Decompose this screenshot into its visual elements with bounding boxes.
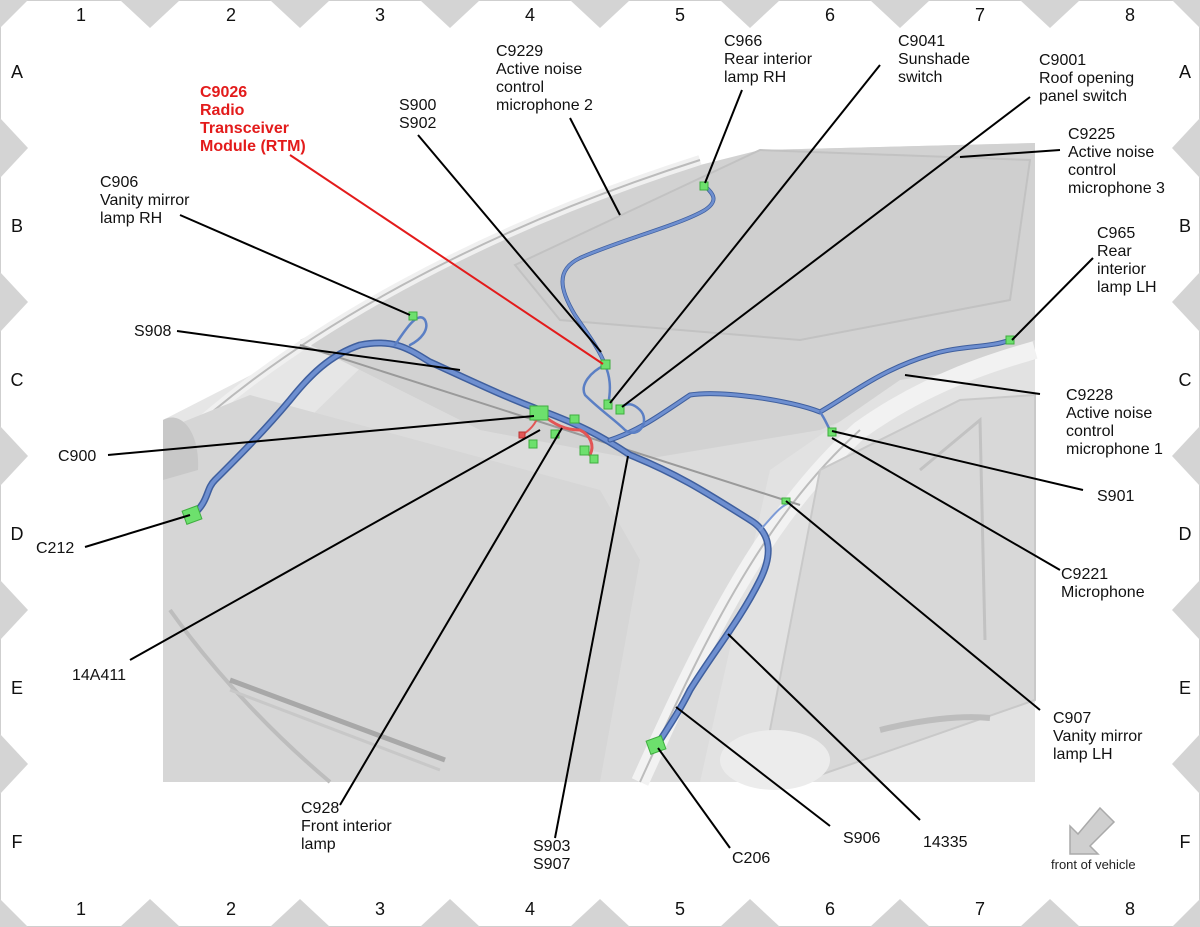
callout-c9001: C9001 Roof opening panel switch [1039,52,1135,105]
grid-row-right-b: B [1178,216,1191,236]
grid-col-top-6: 6 [824,5,835,25]
grid-col-top-3: 3 [374,5,385,25]
grid-col-top-1: 1 [75,5,86,25]
callout-c9229: C9229 Active noise control microphone 2 [496,43,593,114]
callout-c212: C212 [36,540,75,557]
grid-col-bottom-8: 8 [1124,899,1135,919]
grid-row-right-a: A [1178,62,1191,82]
connectors [181,181,1015,755]
connector-c965 [1005,335,1015,345]
connector-misc-1 [528,439,538,449]
callout-c928: C928 Front interior lamp [301,800,392,853]
grid-row-right-d: D [1178,524,1192,544]
grid-col-top-4: 4 [524,5,535,25]
callout-c206: C206 [732,850,771,867]
callout-s900-s902: S900 S902 [399,97,437,132]
bottom-border-markers [0,899,1200,927]
grid-col-top-5: 5 [674,5,685,25]
callout-c9228: C9228 Active noise control microphone 1 [1066,387,1163,458]
grid-row-left-c: C [10,370,24,390]
callout-c9026-rtm: C9026 Radio Transceiver Module (RTM) [200,84,306,155]
grid-row-left-e: E [10,678,23,698]
callout-c9221: C9221 Microphone [1061,566,1145,601]
connector-misc-3 [579,445,590,456]
grid-col-top-8: 8 [1124,5,1135,25]
grid-col-bottom-2: 2 [225,899,236,919]
callout-s903-s907: S903 S907 [533,838,571,873]
connector-c9001 [615,404,625,415]
grid-col-bottom-3: 3 [374,899,385,919]
grid-row-left-a: A [10,62,23,82]
connector-c966 [699,181,709,191]
grid-row-left-f: F [11,832,23,852]
callout-c900: C900 [58,448,97,465]
grid-col-top-7: 7 [974,5,985,25]
grid-row-left-d: D [10,524,24,544]
callout-s906: S906 [843,830,881,847]
vehicle-roof-illustration [163,143,1038,790]
left-border-markers [0,118,28,794]
grid-col-top-2: 2 [225,5,236,25]
grid-row-left-b: B [10,216,23,236]
connector-rtm [600,359,611,370]
grid-col-bottom-1: 1 [75,899,86,919]
callout-c965: C965 Rear interior lamp LH [1097,225,1157,296]
connector-c900 [529,405,549,421]
connector-misc-4 [589,454,599,464]
connector-c9041 [603,399,613,410]
arrow-down-left-icon [1069,806,1116,855]
connector-c212 [181,505,203,525]
callout-s908: S908 [134,323,172,340]
front-of-vehicle-label: front of vehicle [1051,857,1136,872]
callout-c9041: C9041 Sunshade switch [898,33,971,86]
top-border-markers [0,0,1200,28]
callout-14335: 14335 [923,834,968,851]
leader-lines [84,64,1094,849]
wiring-harness [188,184,1013,749]
grid-row-right-f: F [1179,832,1191,852]
callout-14a411: 14A411 [72,667,126,684]
grid-col-bottom-5: 5 [674,899,685,919]
connector-misc-5 [518,431,526,439]
connector-c906 [408,311,418,321]
grid-row-right-e: E [1178,678,1191,698]
callout-c906: C906 Vanity mirror lamp RH [100,174,190,227]
callout-c966: C966 Rear interior lamp RH [724,33,813,86]
connector-c928 [569,414,580,424]
right-border-markers [1172,118,1200,794]
grid-col-bottom-6: 6 [824,899,835,919]
connector-c206 [645,735,667,755]
grid-col-bottom-4: 4 [524,899,535,919]
grid-col-bottom-7: 7 [974,899,985,919]
callout-s901: S901 [1097,488,1135,505]
callout-c9225: C9225 Active noise control microphone 3 [1068,126,1165,197]
callout-c907: C907 Vanity mirror lamp LH [1053,710,1143,763]
grid-row-right-c: C [1178,370,1192,390]
